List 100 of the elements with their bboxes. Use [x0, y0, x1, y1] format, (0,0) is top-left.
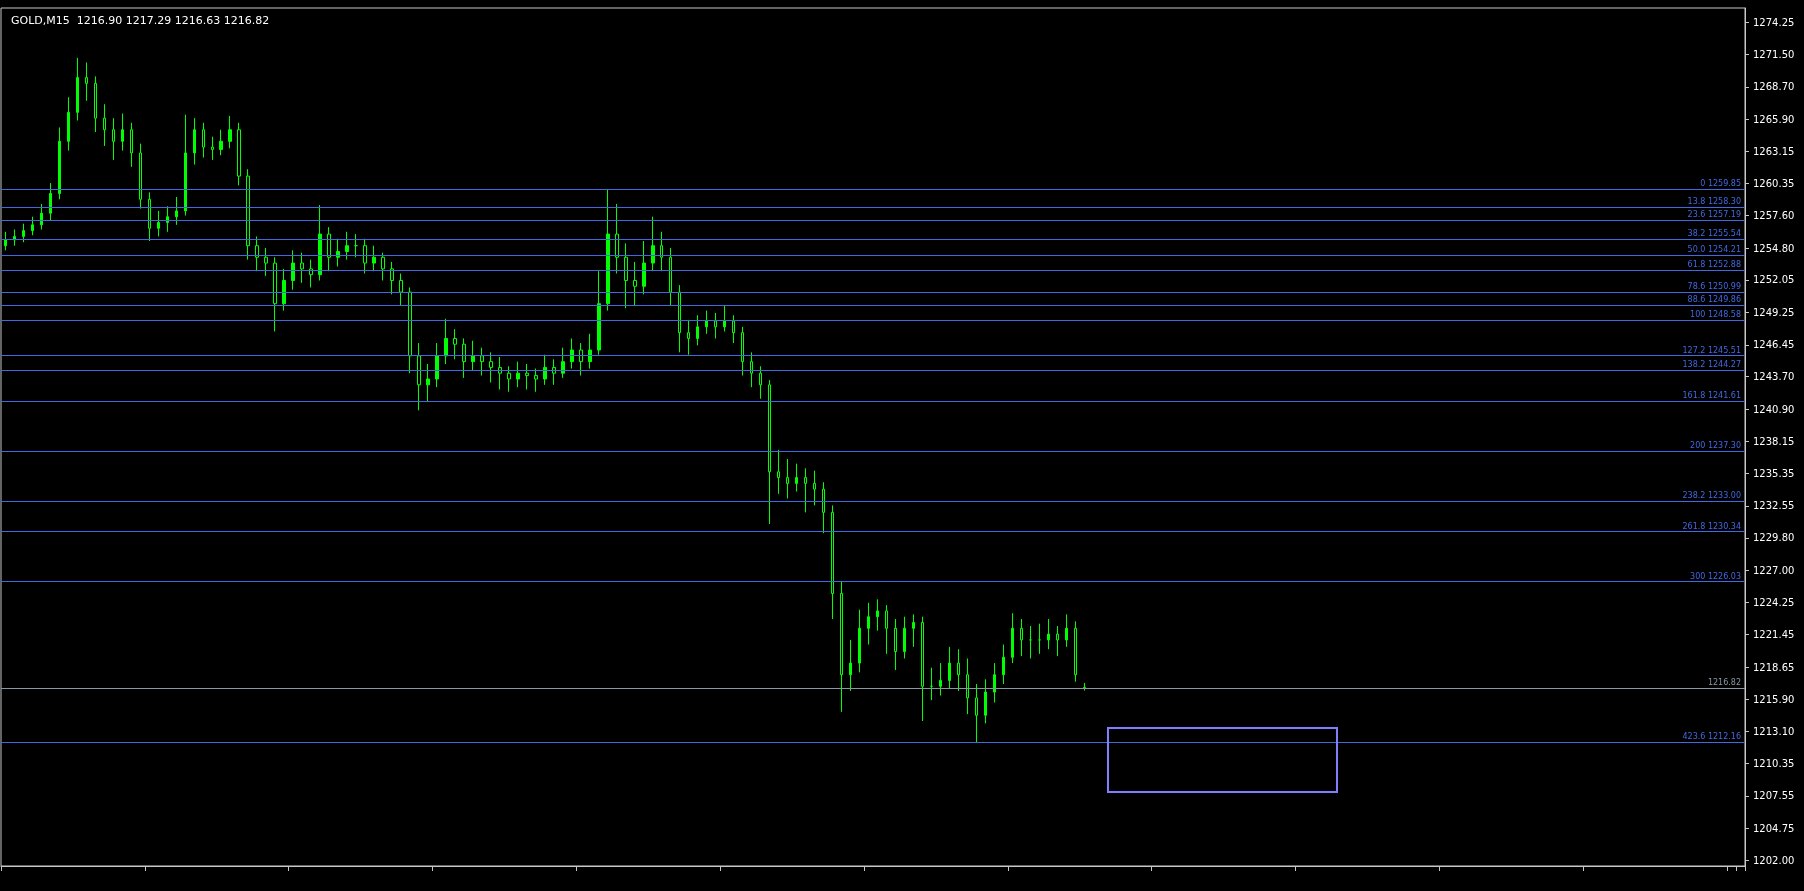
ref-line-label: 23.6 1257.19: [1687, 210, 1741, 220]
candlestick: [327, 226, 331, 272]
y-tick-label: 1238.15: [1753, 435, 1795, 447]
candlestick: [1002, 644, 1005, 685]
candlestick: [453, 328, 457, 360]
candlestick: [867, 602, 870, 646]
candlestick: [516, 361, 520, 388]
candlestick: [76, 57, 79, 121]
candlestick: [813, 470, 816, 506]
candlestick: [1038, 623, 1041, 655]
candlestick: [103, 103, 106, 147]
candlestick: [507, 365, 511, 393]
y-tick-label: 1218.65: [1753, 661, 1795, 673]
candlestick: [273, 256, 277, 332]
ref-line-label: 1216.82: [1707, 678, 1741, 688]
y-tick-label: 1229.80: [1753, 532, 1795, 544]
candlestick: [31, 216, 34, 236]
candlestick: [381, 252, 385, 281]
candlestick: [309, 259, 313, 288]
y-tick-label: 1210.35: [1753, 757, 1795, 769]
candlestick: [804, 467, 807, 513]
candlestick: [1047, 618, 1050, 650]
candlestick: [696, 314, 699, 346]
y-tick-label: 1263.15: [1753, 145, 1795, 157]
candlestick: [417, 342, 421, 411]
candlestick: [372, 245, 376, 272]
y-tick-label: 1254.80: [1753, 242, 1795, 254]
candlestick: [975, 683, 978, 743]
candlestick: [561, 347, 565, 379]
candlestick: [228, 115, 232, 149]
candlestick: [669, 247, 672, 307]
candlestick: [148, 191, 151, 242]
candlestick: [750, 351, 753, 388]
ref-line-label: 78.6 1250.99: [1687, 282, 1741, 292]
ref-line-label: 127.2 1245.51: [1682, 345, 1741, 355]
candlestick: [1011, 612, 1014, 664]
candlestick: [300, 252, 304, 284]
y-tick-label: 1260.35: [1753, 178, 1795, 190]
y-tick-label: 1213.10: [1753, 726, 1795, 737]
candlestick: [255, 235, 259, 272]
candlestick: [894, 618, 897, 671]
ref-line-label: 88.6 1249.86: [1687, 295, 1741, 305]
candlestick: [876, 598, 879, 632]
y-tick-label: 1227.00: [1753, 564, 1795, 576]
ref-line-label: 423.6 1212.16: [1682, 732, 1741, 742]
candlestick: [1020, 618, 1023, 657]
candlestick: [570, 337, 574, 370]
ref-line-label: 261.8 1230.34: [1682, 521, 1741, 531]
ref-line-label: 38.2 1255.54: [1687, 229, 1741, 239]
candlestick: [687, 319, 690, 356]
candlestick: [552, 358, 556, 386]
y-tick-label: 1265.90: [1753, 113, 1795, 125]
candlestick: [202, 122, 205, 159]
candlestick: [22, 223, 25, 243]
candlestick: [363, 238, 367, 275]
y-tick-label: 1257.60: [1753, 210, 1795, 222]
candlestick: [130, 122, 133, 168]
candlestick: [166, 205, 169, 233]
candlestick: [651, 216, 655, 272]
candlestick: [49, 182, 52, 221]
candlestick: [642, 240, 646, 295]
y-tick-label: 1249.25: [1753, 306, 1795, 318]
candlestick: [67, 96, 70, 152]
candlestick: [831, 504, 834, 620]
y-tick-label: 1232.55: [1753, 500, 1795, 512]
candlestick: [444, 318, 448, 365]
candlestick: [354, 233, 358, 258]
candlestick: [768, 379, 771, 525]
candlestick: [58, 126, 61, 200]
candlestick: [921, 616, 924, 722]
candlestick: [282, 268, 286, 312]
y-tick-label: 1207.55: [1753, 790, 1795, 802]
candlestick: [489, 351, 493, 384]
candlestick: [822, 481, 825, 534]
y-tick-label: 1224.25: [1753, 596, 1795, 608]
candlestick: [1029, 625, 1032, 659]
ref-line-label: 161.8 1241.61: [1682, 390, 1741, 400]
candlestick: [193, 117, 196, 166]
candlestick: [85, 61, 88, 102]
candlestick: [94, 75, 97, 133]
candlestick: [121, 113, 124, 152]
candlestick: [615, 203, 619, 275]
candlestick: [840, 581, 843, 713]
candlestick: [211, 136, 214, 161]
candlestick: [957, 648, 960, 692]
y-tick-label: 1202.00: [1753, 854, 1795, 866]
candlestick: [741, 326, 744, 377]
ref-line-label: 138.2 1244.27: [1682, 360, 1741, 370]
ref-line-label: 100 1248.58: [1690, 310, 1741, 320]
candlestick: [579, 342, 583, 377]
candlestick: [264, 247, 268, 277]
ref-line-label: 0 1259.85: [1700, 179, 1741, 189]
candlestick: [408, 286, 412, 374]
candlestick: [858, 609, 861, 673]
candlestick: [606, 188, 610, 312]
candlestick: [4, 231, 7, 251]
candlestick: [903, 616, 906, 659]
candlestick: [795, 463, 798, 492]
candlestick: [1056, 625, 1059, 657]
candlestick: [345, 231, 349, 261]
